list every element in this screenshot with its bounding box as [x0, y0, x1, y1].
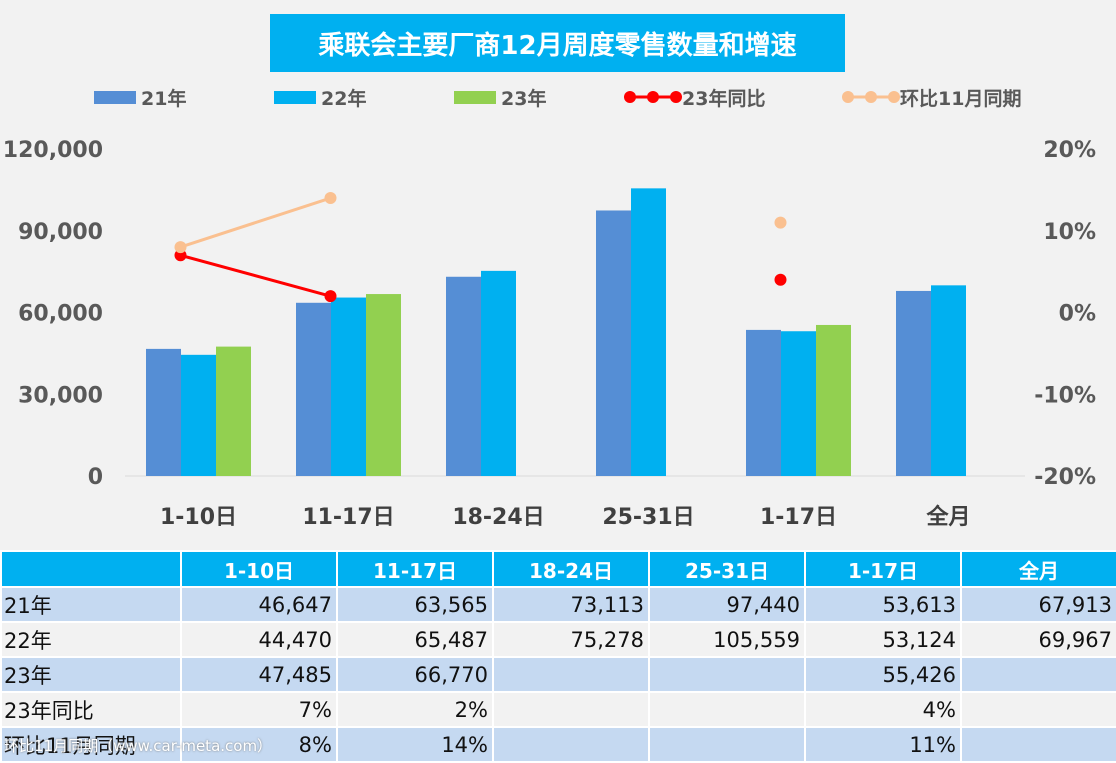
table-row: 23年同比 7% 2% 4%	[0, 691, 1116, 728]
table-cell: 2%	[336, 691, 494, 728]
bar	[366, 294, 401, 476]
series-line-segment	[180, 196, 331, 249]
y-left-tick-label: 60,000	[18, 302, 103, 327]
legend-marker	[888, 91, 900, 103]
bar	[781, 331, 816, 476]
table-header-cell: 全月	[960, 550, 1116, 588]
table-cell: 105,559	[648, 621, 806, 658]
table-cell	[960, 656, 1116, 693]
x-tick-label: 11-17日	[302, 505, 394, 530]
table-cell: 53,124	[804, 621, 962, 658]
series-line-segment	[180, 253, 331, 298]
table-cell: 4%	[804, 691, 962, 728]
table-row-label: 21年	[0, 586, 182, 623]
legend-marker	[842, 91, 854, 103]
bar	[746, 329, 781, 476]
legend-marker	[670, 91, 682, 103]
y-left-tick-label: 120,000	[3, 138, 103, 163]
data-table: 1-10日 11-17日 18-24日 25-31日 1-17日 全月 21年 46,647…	[0, 550, 1116, 763]
table-cell	[960, 691, 1116, 728]
y-right-tick-label: 20%	[1043, 138, 1096, 163]
table-cell: 47,485	[180, 656, 338, 693]
table-row-label: 23年同比	[0, 691, 182, 728]
bar	[146, 348, 181, 476]
table-cell: 46,647	[180, 586, 338, 623]
y-right-tick-label: 0%	[1059, 302, 1096, 327]
table-row: 22年 44,470 65,487 75,278 105,559 53,124 69,967	[0, 621, 1116, 658]
bar	[596, 210, 631, 476]
legend-marker	[624, 91, 636, 103]
table-cell	[648, 656, 806, 693]
legend-label: 22年	[321, 87, 366, 110]
legend-label: 环比11月同期	[900, 88, 1021, 110]
table-cell: 7%	[180, 691, 338, 728]
table-cell: 65,487	[336, 621, 494, 658]
table-cell: 63,565	[336, 586, 494, 623]
y-right-tick-label: -10%	[1034, 383, 1096, 408]
chart-area: 乘联会主要厂商12月周度零售数量和增速 0 30,000 60,000 90,000 1…	[2, 14, 1096, 530]
bar	[816, 324, 851, 476]
series-marker	[324, 192, 337, 205]
y-left-tick-label: 90,000	[18, 220, 103, 245]
table-cell: 44,470	[180, 621, 338, 658]
table-row: 23年 47,485 66,770 55,426	[0, 656, 1116, 693]
table-header-cell: 18-24日	[492, 550, 650, 588]
x-tick-label: 1-10日	[160, 505, 237, 530]
series-marker	[174, 241, 187, 254]
y-right-tick-label: 10%	[1043, 220, 1096, 245]
legend-marker	[647, 91, 659, 103]
bar	[331, 297, 366, 476]
table-row: 21年 46,647 63,565 73,113 97,440 53,613 67,913	[0, 586, 1116, 623]
table-cell: 55,426	[804, 656, 962, 693]
chart-title: 乘联会主要厂商12月周度零售数量和增速	[270, 14, 845, 72]
table-header-row: 1-10日 11-17日 18-24日 25-31日 1-17日 全月	[0, 550, 1116, 588]
x-tick-label: 全月	[925, 504, 970, 530]
table-cell	[648, 691, 806, 728]
legend-swatch	[274, 91, 316, 104]
table-cell	[492, 656, 650, 693]
table-cell	[492, 691, 650, 728]
legend-label: 23年	[501, 87, 546, 110]
legend-marker	[865, 91, 877, 103]
table-cell: 75,278	[492, 621, 650, 658]
bar	[181, 354, 216, 476]
table-header-cell	[0, 550, 182, 588]
table-header-cell: 25-31日	[648, 550, 806, 588]
y-left-tick-label: 30,000	[18, 383, 103, 408]
table-cell: 66,770	[336, 656, 494, 693]
table-row-label: 23年	[0, 656, 182, 693]
watermark: 环比11月同期（www.car-meta.com）	[4, 737, 273, 755]
table-row-label: 22年	[0, 621, 182, 658]
bar	[481, 270, 516, 476]
legend-swatch	[94, 91, 136, 104]
legend-swatch	[454, 91, 496, 104]
table-cell: 67,913	[960, 586, 1116, 623]
x-tick-label: 18-24日	[452, 505, 544, 530]
y-left-tick-label: 0	[88, 465, 103, 490]
chart-svg: 0 30,000 60,000 90,000 120,000 -20% -10% 0% 10% 2…	[3, 87, 1096, 530]
table-cell: 73,113	[492, 586, 650, 623]
x-tick-label: 25-31日	[602, 505, 694, 530]
table-row: 环比11月同期 8% 14% 11%	[0, 726, 1116, 763]
bar	[931, 285, 966, 476]
legend-label: 21年	[141, 87, 186, 110]
bar	[446, 276, 481, 476]
series-marker	[774, 273, 787, 286]
bar	[896, 290, 931, 476]
series-marker	[774, 216, 787, 229]
table-header-cell: 1-17日	[804, 550, 962, 588]
bar	[296, 302, 331, 476]
x-tick-label: 1-17日	[760, 505, 837, 530]
bar	[631, 188, 666, 476]
legend-label: 23年同比	[682, 87, 765, 110]
table-cell: 69,967	[960, 621, 1116, 658]
table-cell: 53,613	[804, 586, 962, 623]
table-header-cell: 1-10日	[180, 550, 338, 588]
series-marker	[324, 290, 337, 303]
table-header-cell: 11-17日	[336, 550, 494, 588]
y-right-tick-label: -20%	[1034, 465, 1096, 490]
bar	[216, 346, 251, 476]
table-cell: 97,440	[648, 586, 806, 623]
